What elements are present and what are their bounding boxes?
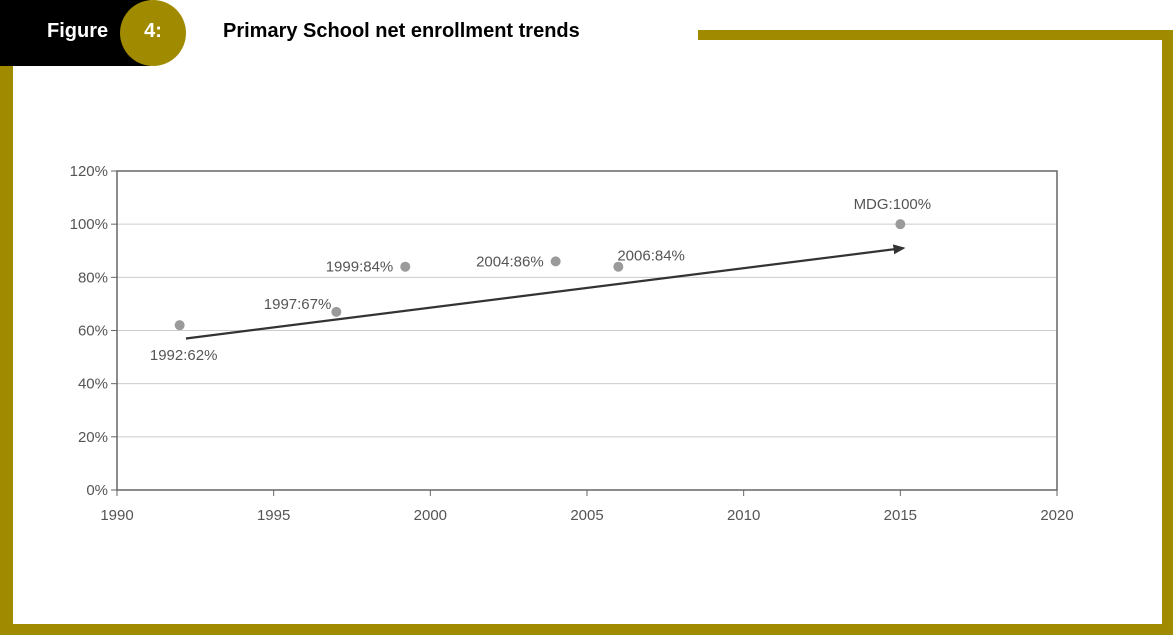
frame-top-border (698, 30, 1173, 40)
y-tick-label: 100% (70, 216, 108, 233)
data-point (400, 261, 411, 272)
y-tick-label: 0% (86, 482, 108, 499)
frame-bottom-border (0, 624, 1173, 635)
data-label: 2006:84% (617, 248, 685, 265)
data-label: 1999:84% (326, 259, 394, 276)
data-label: MDG:100% (854, 196, 932, 213)
x-tick-label: 2010 (727, 507, 760, 524)
data-point (174, 320, 185, 331)
y-tick-label: 20% (78, 429, 108, 446)
grid-lines (117, 223, 1057, 438)
frame-left-border (0, 62, 13, 635)
data-point (613, 261, 624, 272)
x-tick-label: 2015 (884, 507, 917, 524)
trend-arrow (185, 244, 906, 340)
x-tick-label: 1995 (257, 507, 290, 524)
y-tick-label: 40% (78, 376, 108, 393)
x-tick-label: 1990 (100, 507, 133, 524)
y-tick-label: 60% (78, 323, 108, 340)
data-label: 1997:67% (264, 296, 332, 313)
x-tick-label: 2020 (1040, 507, 1073, 524)
data-label: 2004:86% (476, 253, 544, 270)
figure-number-badge (120, 0, 186, 66)
data-label: 1992:62% (150, 347, 218, 364)
x-axis-ticks: 1990 1995 2000 2005 2010 2015 2020 (100, 490, 1074, 524)
y-axis-ticks: 0% 20% 40% 60% 80% 100% 120% (70, 163, 117, 499)
frame-right-border (1162, 30, 1173, 635)
figure-number: 4: (144, 20, 162, 42)
figure-title: Primary School net enrollment trends (223, 20, 580, 42)
data-point (895, 219, 906, 230)
x-tick-label: 2000 (414, 507, 447, 524)
y-tick-label: 120% (70, 163, 108, 180)
data-point (331, 306, 342, 317)
figure-label: Figure (47, 20, 109, 42)
x-tick-label: 2005 (570, 507, 603, 524)
y-tick-label: 80% (78, 269, 108, 286)
data-point (550, 256, 561, 267)
data-points: 1992:62% 1997:67% 1999:84% 2004:86% 2006:84%… (150, 196, 931, 364)
